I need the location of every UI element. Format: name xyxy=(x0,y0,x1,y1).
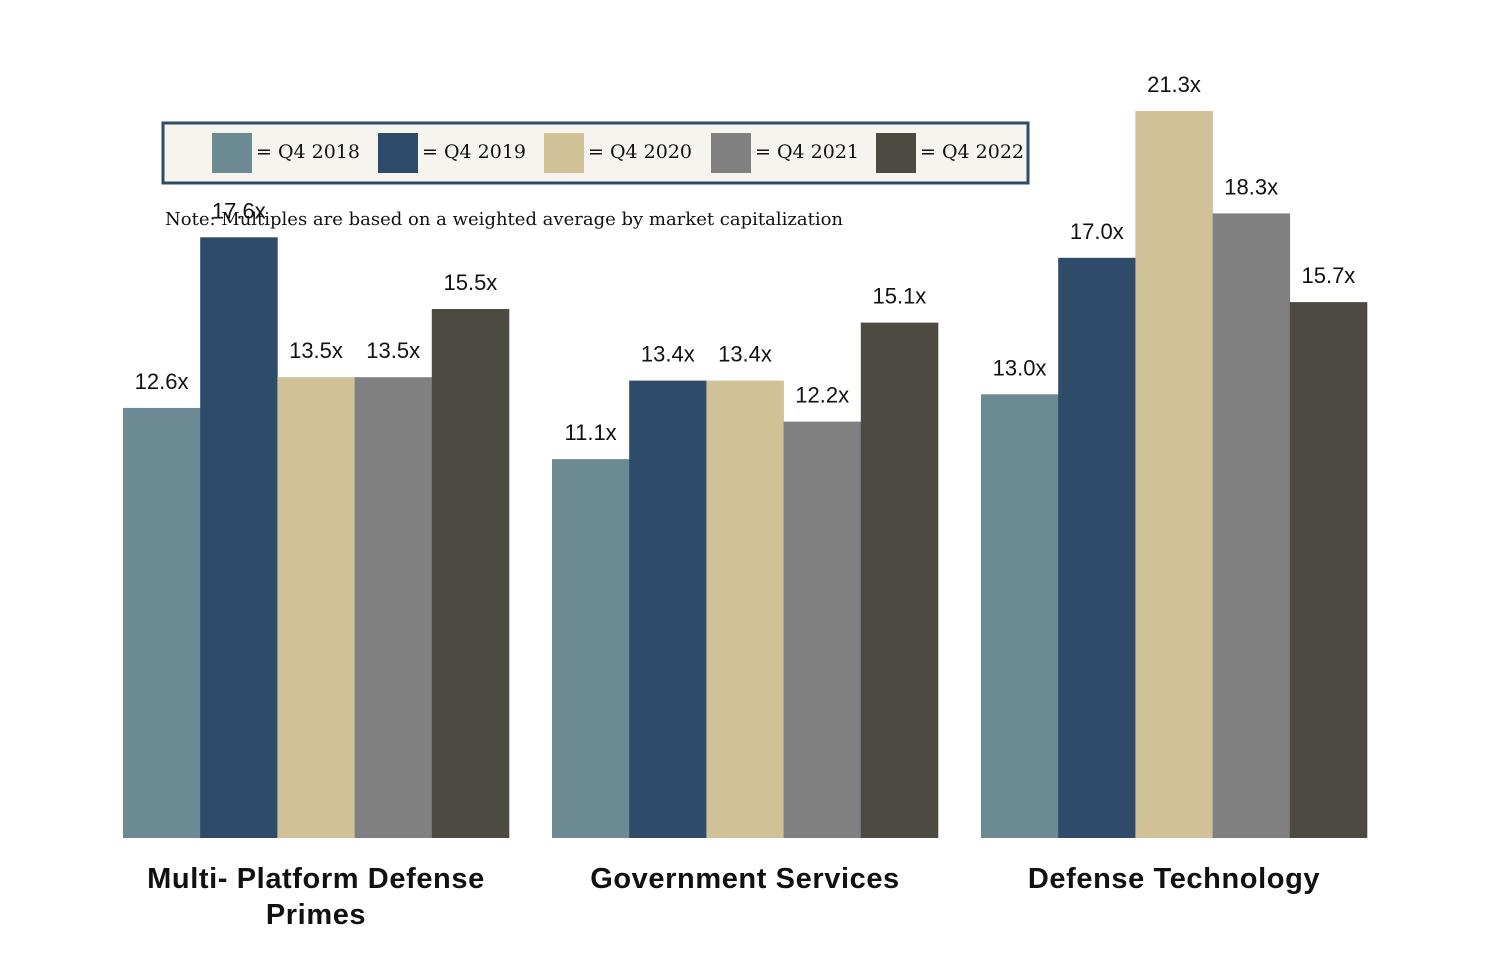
category-label-multi-platform-defense-primes-line-1: Multi- Platform Defense xyxy=(147,863,485,895)
data-label-government-services-q4-2021: 12.2x xyxy=(795,383,849,408)
category-label-multi-platform-defense-primes-line-2: Primes xyxy=(266,899,366,931)
data-label-multi-platform-defense-primes-q4-2018: 12.6x xyxy=(135,369,189,394)
bar-defense-technology-q4-2018 xyxy=(981,394,1059,838)
bar-multi-platform-defense-primes-q4-2021 xyxy=(354,377,433,838)
data-label-defense-technology-q4-2022: 15.7x xyxy=(1301,263,1355,288)
bar-multi-platform-defense-primes-q4-2020 xyxy=(277,377,355,838)
data-label-government-services-q4-2020: 13.4x xyxy=(718,342,772,367)
legend-label-q4-2019: = Q4 2019 xyxy=(422,141,526,163)
data-label-government-services-q4-2019: 13.4x xyxy=(641,342,695,367)
bar-multi-platform-defense-primes-q4-2018 xyxy=(123,407,201,838)
data-label-government-services-q4-2018: 11.1x xyxy=(565,420,617,445)
chart-note: Note: Multiples are based on a weighted … xyxy=(165,209,843,230)
data-label-multi-platform-defense-primes-q4-2021: 13.5x xyxy=(366,338,420,363)
bar-defense-technology-q4-2020 xyxy=(1135,111,1213,838)
bar-multi-platform-defense-primes-q4-2019 xyxy=(200,237,278,839)
legend-swatch-q4-2021 xyxy=(711,133,751,173)
data-label-multi-platform-defense-primes-q4-2019: 17.6x xyxy=(212,198,266,223)
data-label-defense-technology-q4-2021: 18.3x xyxy=(1224,174,1278,199)
legend: = Q4 2018 = Q4 2019 = Q4 2020 = Q4 2021 = Q4… xyxy=(161,121,1030,185)
bar-government-services-q4-2019 xyxy=(629,380,707,838)
data-label-defense-technology-q4-2020: 21.3x xyxy=(1147,72,1201,97)
legend-swatch-q4-2020 xyxy=(544,133,584,173)
category-label-government-services: Government Services xyxy=(590,863,900,895)
legend-label-q4-2020: = Q4 2020 xyxy=(588,141,692,163)
bar-multi-platform-defense-primes-q4-2022 xyxy=(431,309,510,838)
category-labels: Multi- Platform Defense Primes Government … xyxy=(147,863,1320,931)
legend-swatch-q4-2018 xyxy=(212,133,252,173)
data-labels: 12.6x 17.6x 13.5x 13.5x 15.5x 11.1x 13.4x 13.4x… xyxy=(135,72,1356,445)
bar-defense-technology-q4-2022 xyxy=(1289,302,1368,839)
bar-government-services-q4-2022 xyxy=(860,322,939,839)
bars xyxy=(123,111,1368,839)
bar-defense-technology-q4-2021 xyxy=(1212,213,1291,838)
data-label-multi-platform-defense-primes-q4-2022: 15.5x xyxy=(443,270,497,295)
data-label-defense-technology-q4-2018: 13.0x xyxy=(993,355,1047,380)
bar-defense-technology-q4-2019 xyxy=(1058,257,1136,838)
legend-swatch-q4-2019 xyxy=(378,133,418,173)
data-label-multi-platform-defense-primes-q4-2020: 13.5x xyxy=(289,338,343,363)
legend-label-q4-2022: = Q4 2022 xyxy=(920,141,1024,163)
legend-label-q4-2018: = Q4 2018 xyxy=(256,141,360,163)
legend-label-q4-2021: = Q4 2021 xyxy=(755,141,859,163)
data-label-defense-technology-q4-2019: 17.0x xyxy=(1070,219,1124,244)
bar-government-services-q4-2021 xyxy=(783,421,862,838)
bar-government-services-q4-2020 xyxy=(706,380,784,838)
legend-swatch-q4-2022 xyxy=(876,133,916,173)
data-label-government-services-q4-2022: 15.1x xyxy=(872,284,926,309)
bar-government-services-q4-2018 xyxy=(552,459,630,838)
category-label-defense-technology: Defense Technology xyxy=(1028,863,1320,895)
